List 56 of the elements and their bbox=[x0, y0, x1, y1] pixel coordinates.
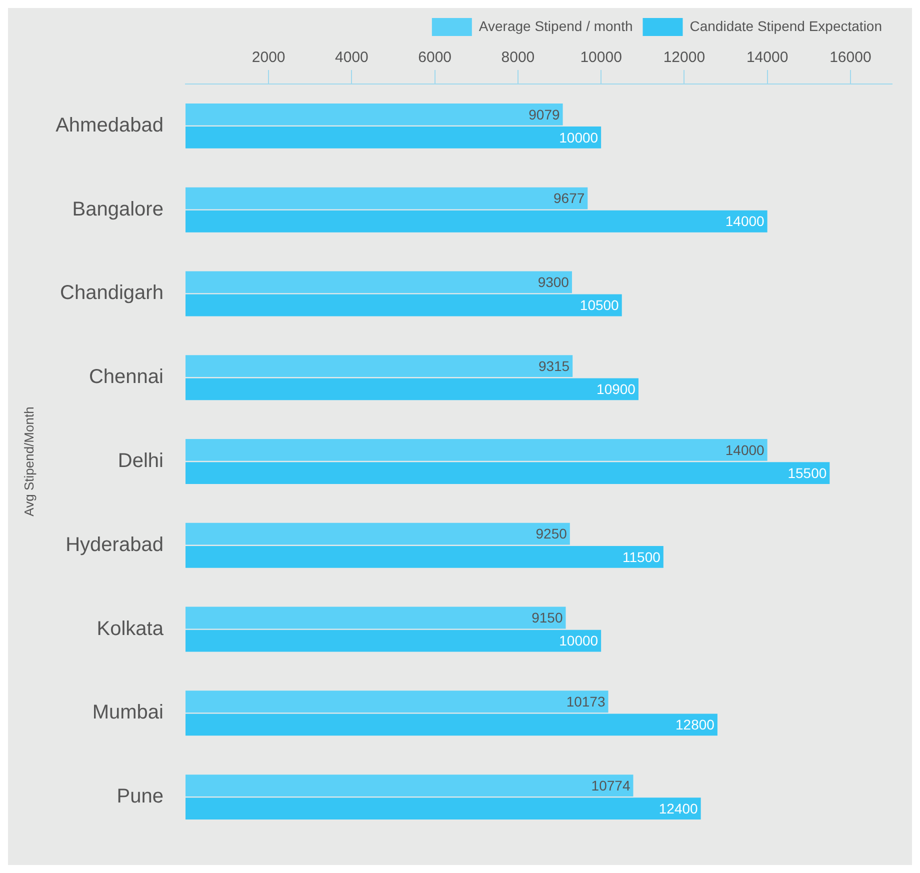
y-tick-label: Mumbai bbox=[92, 702, 164, 724]
bar bbox=[185, 294, 622, 316]
data-label: 9079 bbox=[528, 106, 560, 122]
data-label: 9250 bbox=[536, 526, 568, 542]
x-tick-label: 14000 bbox=[746, 49, 788, 66]
y-tick-label: Pune bbox=[116, 786, 164, 808]
bar bbox=[185, 126, 602, 148]
data-label: 15500 bbox=[788, 464, 827, 481]
bar bbox=[185, 522, 570, 545]
bar bbox=[185, 187, 588, 210]
data-label: 12400 bbox=[658, 800, 698, 816]
bar bbox=[185, 378, 638, 400]
bar bbox=[185, 103, 563, 126]
bar bbox=[185, 690, 608, 713]
bar bbox=[185, 355, 573, 378]
x-tick-label: 6000 bbox=[418, 49, 452, 66]
data-label: 10000 bbox=[559, 632, 598, 649]
bar bbox=[185, 439, 768, 461]
y-tick-label: Delhi bbox=[118, 450, 164, 472]
bar bbox=[185, 798, 701, 820]
bar bbox=[185, 210, 768, 232]
bar bbox=[185, 606, 566, 629]
data-label: 11500 bbox=[622, 548, 661, 565]
x-tick-label: 16000 bbox=[830, 49, 872, 66]
data-label: 9677 bbox=[553, 190, 585, 206]
x-tick-label: 2000 bbox=[252, 49, 286, 66]
bar bbox=[185, 462, 830, 484]
data-label: 12800 bbox=[676, 716, 715, 733]
legend-label: Average Stipend / month bbox=[478, 18, 633, 34]
y-tick-label: Chandigarh bbox=[60, 282, 164, 304]
data-label: 9150 bbox=[532, 610, 563, 626]
data-label: 10500 bbox=[580, 297, 620, 314]
x-tick-label: 10000 bbox=[580, 49, 622, 66]
x-tick-label: 4000 bbox=[335, 49, 368, 66]
x-tick-label: 12000 bbox=[663, 49, 706, 66]
data-label: 9300 bbox=[538, 274, 570, 290]
bar bbox=[185, 271, 572, 294]
data-label: 14000 bbox=[725, 442, 765, 458]
data-label: 10900 bbox=[596, 381, 636, 398]
data-label: 10774 bbox=[591, 777, 630, 794]
data-label: 10173 bbox=[566, 693, 606, 710]
y-tick-label: Hyderabad bbox=[66, 534, 164, 556]
legend-label: Candidate Stipend Expectation bbox=[690, 18, 882, 34]
y-tick-label: Kolkata bbox=[96, 618, 164, 640]
data-label: 10000 bbox=[559, 129, 598, 146]
x-tick-label: 8000 bbox=[501, 49, 535, 66]
y-tick-label: Bangalore bbox=[72, 198, 164, 220]
data-label: 9315 bbox=[538, 358, 570, 374]
bar bbox=[185, 774, 634, 796]
bar bbox=[185, 714, 718, 736]
y-tick-label: Ahmedabad bbox=[56, 114, 164, 136]
y-tick-label: Chennai bbox=[88, 366, 164, 388]
bar bbox=[185, 546, 664, 568]
bar bbox=[185, 630, 602, 652]
data-label: 14000 bbox=[725, 213, 765, 230]
y-axis-title: Avg Stipend/Month bbox=[21, 406, 36, 516]
